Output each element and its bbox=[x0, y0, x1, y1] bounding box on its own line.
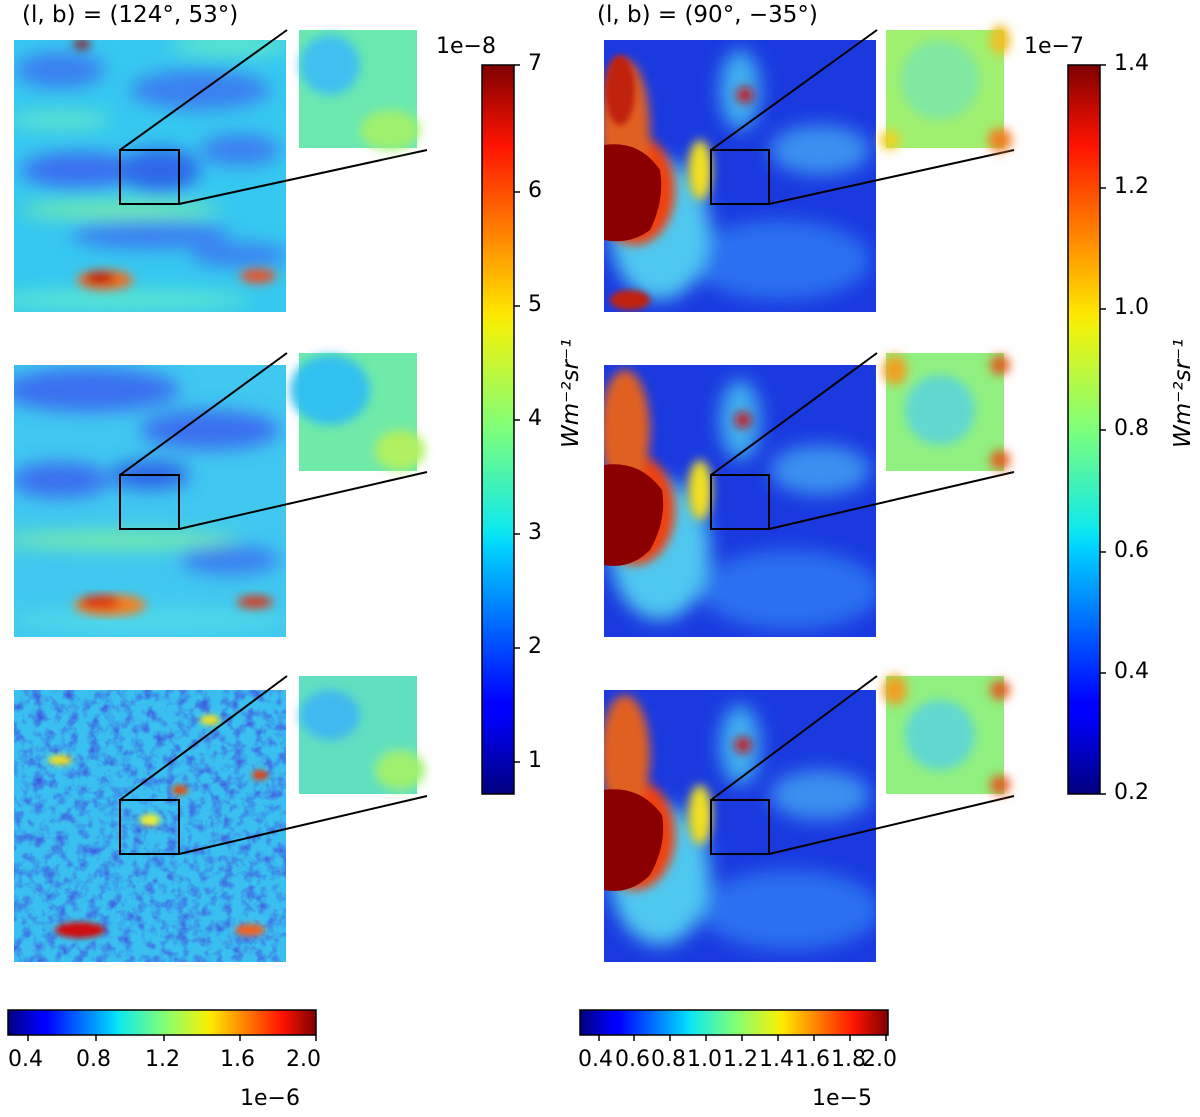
colorbar-bottom-left-tick: 0.4 bbox=[8, 1047, 43, 1072]
colorbar-bottom-right-tick: 1.2 bbox=[723, 1047, 758, 1072]
colorbar-right-tick: 0.4 bbox=[1114, 659, 1149, 684]
colorbar-bottom-right-tick: 0.8 bbox=[651, 1047, 686, 1072]
inset-right-row1 bbox=[880, 25, 1012, 152]
colorbar-right-tick: 0.2 bbox=[1114, 780, 1149, 805]
zoom-box-left-row3 bbox=[119, 799, 180, 855]
map-right-row3 bbox=[604, 690, 876, 962]
colorbar-bottom-right-exponent: 1e−5 bbox=[812, 1086, 872, 1111]
colorbar-left-tick: 7 bbox=[528, 51, 542, 76]
colorbar-right-tick: 0.6 bbox=[1114, 538, 1149, 563]
colorbar-left-tick: 5 bbox=[528, 292, 542, 317]
colorbar-bottom-right-tick: 1.6 bbox=[795, 1047, 830, 1072]
colorbar-left-tick: 4 bbox=[528, 406, 542, 431]
colorbar-bottom-left-tick: 1.2 bbox=[145, 1047, 180, 1072]
panel-title-right: (l, b) = (90°, −35°) bbox=[597, 2, 818, 28]
colorbar-vertical-right bbox=[1067, 64, 1101, 795]
map-right-row2 bbox=[604, 365, 876, 637]
zoom-box-right-row1 bbox=[710, 149, 770, 205]
zoom-box-left-row1 bbox=[119, 149, 180, 205]
inset-left-row3 bbox=[299, 676, 425, 794]
colorbar-bottom-right-tick: 0.6 bbox=[615, 1047, 650, 1072]
colorbar-left-exponent: 1e−8 bbox=[436, 34, 496, 59]
colorbar-left-tick: 6 bbox=[528, 178, 542, 203]
colorbar-vertical-left bbox=[481, 64, 515, 795]
colorbar-bottom-left-tick: 0.8 bbox=[76, 1047, 111, 1072]
colorbar-bottom-right-tick: 0.4 bbox=[578, 1047, 613, 1072]
zoom-box-right-row3 bbox=[710, 799, 770, 855]
zoom-box-left-row2 bbox=[119, 474, 180, 530]
inset-left-row2 bbox=[290, 353, 425, 471]
colorbar-bottom-right-tick: 2.0 bbox=[862, 1047, 897, 1072]
colorbar-left-unit-label: Wm⁻²sr⁻¹ bbox=[558, 338, 584, 448]
inset-right-row3 bbox=[883, 675, 1010, 795]
colorbar-right-exponent: 1e−7 bbox=[1024, 34, 1084, 59]
colorbar-horizontal-right bbox=[579, 1009, 889, 1036]
colorbar-right-tick: 1.4 bbox=[1114, 51, 1149, 76]
zoom-box-right-row2 bbox=[710, 474, 770, 530]
colorbar-horizontal-left bbox=[7, 1009, 317, 1036]
colorbar-left-tick: 3 bbox=[528, 520, 542, 545]
map-right-row1 bbox=[604, 40, 876, 312]
colorbar-right-unit-label: Wm⁻²sr⁻¹ bbox=[1170, 338, 1196, 448]
colorbar-bottom-left-exponent: 1e−6 bbox=[240, 1086, 300, 1111]
colorbar-left-tick: 2 bbox=[528, 634, 542, 659]
colorbar-right-tick: 0.8 bbox=[1114, 416, 1149, 441]
map-left-row3 bbox=[14, 690, 286, 962]
colorbar-bottom-right-tick: 1.0 bbox=[687, 1047, 722, 1072]
inset-right-row2 bbox=[883, 353, 1010, 471]
colorbar-bottom-left-tick: 1.6 bbox=[220, 1047, 255, 1072]
colorbar-bottom-right-tick: 1.4 bbox=[759, 1047, 794, 1072]
colorbar-right-tick: 1.0 bbox=[1114, 295, 1149, 320]
colorbar-right-tick: 1.2 bbox=[1114, 174, 1149, 199]
colorbar-bottom-left-tick: 2.0 bbox=[286, 1047, 321, 1072]
panel-title-left: (l, b) = (124°, 53°) bbox=[22, 2, 239, 28]
colorbar-left-tick: 1 bbox=[528, 748, 542, 773]
inset-left-row1 bbox=[299, 30, 420, 150]
colorbar-bottom-right-tick: 1.8 bbox=[831, 1047, 866, 1072]
map-left-row2 bbox=[14, 365, 286, 637]
map-left-row1 bbox=[14, 40, 286, 312]
